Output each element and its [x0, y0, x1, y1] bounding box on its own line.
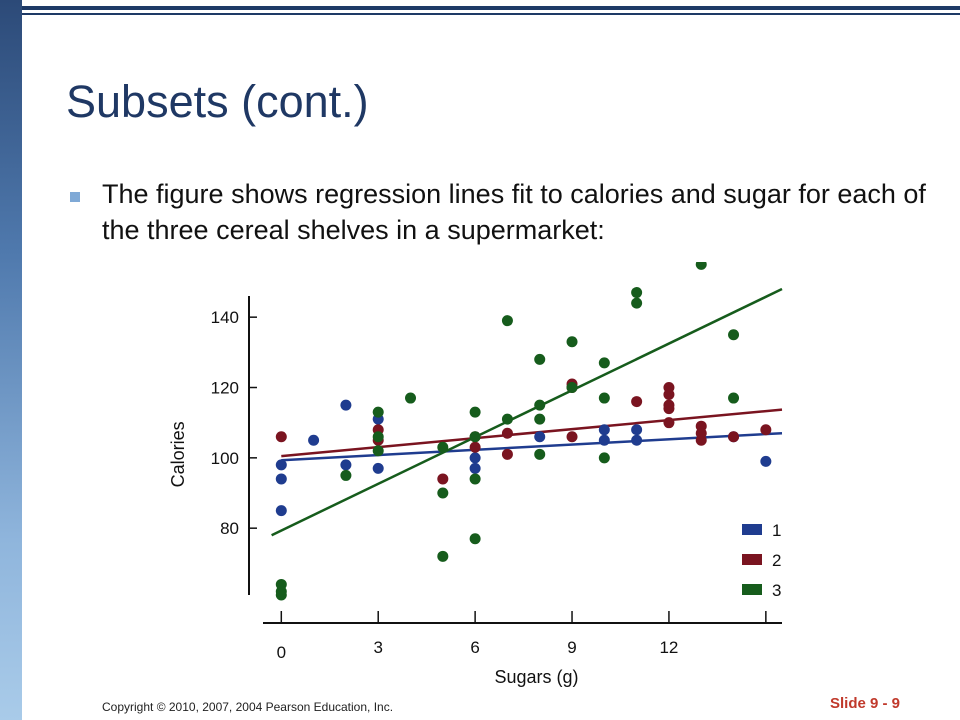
data-point-series-3: [598, 357, 610, 369]
y-tick-label: 100: [211, 449, 239, 468]
data-point-series-1: [275, 505, 287, 517]
data-point-series-1: [469, 462, 481, 474]
data-point-series-2: [728, 431, 740, 443]
data-point-series-1: [340, 399, 352, 411]
data-point-series-2: [663, 403, 675, 415]
data-point-series-3: [469, 533, 481, 545]
bullet-square-icon: [70, 192, 80, 202]
data-point-series-3: [728, 329, 740, 341]
data-point-series-1: [308, 434, 320, 446]
data-point-series-3: [437, 441, 449, 453]
x-tick-label: 3: [373, 638, 382, 657]
data-point-series-2: [275, 431, 287, 443]
data-point-series-3: [469, 406, 481, 418]
data-point-series-3: [437, 487, 449, 499]
data-point-series-3: [469, 431, 481, 443]
data-point-series-3: [534, 399, 546, 411]
y-tick-label: 80: [220, 519, 239, 538]
data-point-series-3: [372, 406, 384, 418]
data-point-series-3: [501, 315, 513, 327]
x-tick-label: 9: [567, 638, 576, 657]
data-point-series-2: [663, 417, 675, 429]
data-point-series-3: [372, 445, 384, 457]
data-point-series-2: [437, 473, 449, 485]
data-point-series-3: [534, 448, 546, 460]
data-point-series-3: [405, 392, 417, 404]
data-point-series-3: [372, 431, 384, 443]
data-point-series-1: [598, 434, 610, 446]
top-rule-thick: [22, 6, 960, 10]
data-point-series-1: [631, 424, 643, 436]
data-point-series-3: [598, 452, 610, 464]
data-point-series-1: [760, 455, 772, 467]
slide-number: Slide 9 - 9: [830, 695, 901, 712]
regression-line-series-3: [271, 287, 783, 537]
data-point-series-1: [534, 431, 546, 443]
data-point-series-2: [760, 424, 772, 436]
regression-line-series-1: [281, 431, 783, 462]
x-axis-title: Sugars (g): [494, 667, 578, 687]
x-tick-label: 6: [470, 638, 479, 657]
data-point-series-1: [631, 434, 643, 446]
data-point-series-3: [340, 469, 352, 481]
legend-label-series-1: 1: [772, 521, 781, 540]
bullet-text: The figure shows regression lines fit to…: [102, 179, 926, 245]
data-point-series-1: [275, 459, 287, 471]
y-axis-title: Calories: [168, 421, 188, 487]
data-point-series-3: [728, 392, 740, 404]
regression-line-series-2: [281, 408, 783, 458]
data-point-series-2: [501, 448, 513, 460]
data-point-series-1: [275, 473, 287, 485]
data-point-series-3: [534, 413, 546, 425]
data-point-series-1: [340, 459, 352, 471]
legend-swatch-series-1: [742, 524, 762, 535]
legend-label-series-3: 3: [772, 581, 781, 600]
data-point-series-2: [695, 434, 707, 446]
data-point-series-3: [598, 392, 610, 404]
x-tick-label: 0: [277, 643, 286, 662]
y-tick-label: 120: [211, 379, 239, 398]
data-point-series-3: [566, 382, 578, 394]
legend-swatch-series-2: [742, 554, 762, 565]
legend-swatch-series-3: [742, 584, 762, 595]
legend-label-series-2: 2: [772, 551, 781, 570]
data-point-series-3: [566, 336, 578, 348]
data-point-series-1: [469, 452, 481, 464]
data-point-series-3: [631, 287, 643, 299]
data-point-series-1: [598, 424, 610, 436]
data-point-series-2: [663, 389, 675, 401]
data-point-series-3: [631, 297, 643, 309]
data-point-series-2: [631, 396, 643, 408]
data-point-series-3: [695, 262, 707, 270]
data-point-series-3: [501, 413, 513, 425]
data-point-series-2: [501, 427, 513, 439]
x-tick-label: 12: [659, 638, 678, 657]
data-point-series-3: [275, 589, 287, 601]
data-point-series-3: [469, 473, 481, 485]
data-point-series-2: [566, 431, 578, 443]
left-accent-bar: [0, 0, 22, 720]
data-point-series-1: [372, 462, 384, 474]
top-rule-thin: [22, 13, 960, 15]
data-point-series-3: [534, 353, 546, 365]
copyright-text: Copyright © 2010, 2007, 2004 Pearson Edu…: [102, 700, 394, 714]
data-point-series-2: [469, 441, 481, 453]
slide-title: Subsets (cont.): [66, 76, 369, 127]
data-point-series-3: [437, 550, 449, 562]
y-tick-label: 140: [211, 308, 239, 327]
